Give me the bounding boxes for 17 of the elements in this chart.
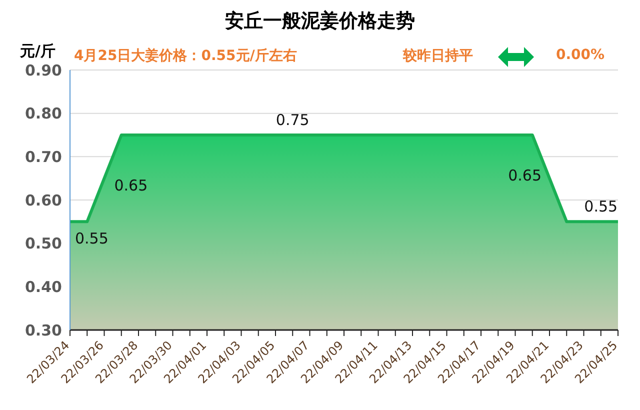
- text: 4月25日大姜价格：0.55元/斤左右: [74, 47, 297, 65]
- y-tick-label: 0.70: [24, 148, 62, 166]
- y-tick-label: 0.90: [24, 61, 62, 80]
- y-axis-title: 元/斤: [20, 42, 56, 61]
- data-label: 0.75: [276, 111, 310, 129]
- text: 0.00%: [556, 47, 605, 63]
- y-tick-label: 0.50: [24, 234, 62, 253]
- y-tick-label: 0.60: [24, 191, 62, 210]
- text: 较昨日持平: [403, 47, 473, 65]
- data-label: 0.65: [508, 166, 542, 184]
- y-tick-label: 0.80: [24, 104, 62, 123]
- data-label: 0.55: [75, 230, 108, 248]
- chart-title: 安丘一般泥姜价格走势: [224, 9, 416, 34]
- y-tick-label: 0.30: [24, 321, 62, 340]
- data-label: 0.55: [584, 198, 618, 216]
- y-tick-label: 0.40: [24, 278, 62, 296]
- data-label: 0.65: [114, 176, 148, 194]
